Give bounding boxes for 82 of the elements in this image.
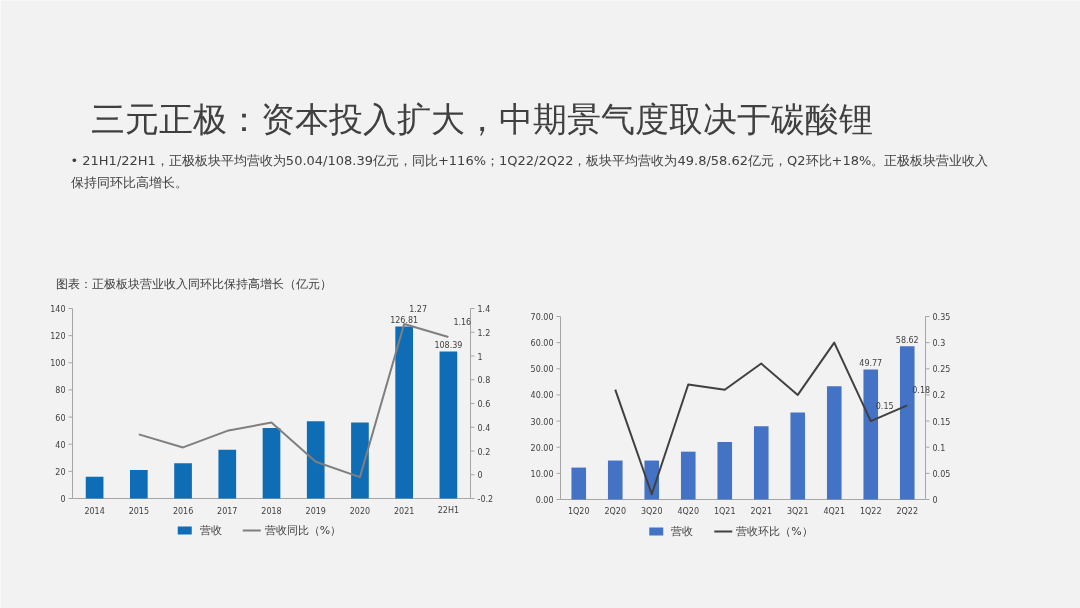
x-tick-label: 2Q22 [896,507,919,516]
y2-tick-label: 0.4 [477,423,491,433]
data-label: 58.62 [895,336,919,346]
legend-label: 营收同比（%） [264,524,342,537]
bar [262,427,281,499]
y2-tick-label: 1.2 [477,328,491,338]
x-tick-label: 2015 [128,507,150,516]
x-tick-label: 3Q21 [786,507,809,516]
y2-tick-label: 0.6 [477,400,491,409]
bar [571,467,587,500]
legend-label: 营收 [671,525,694,538]
y-tick-label: 40.00 [530,391,554,401]
x-tick-label: 1Q21 [713,507,736,516]
bar [826,386,842,500]
x-tick-label: 22H1 [437,506,460,515]
bar [129,470,148,499]
bar [174,463,192,499]
x-tick-label: 2019 [305,507,326,516]
y2-tick-label: 0 [932,496,938,505]
y-tick-label: 140 [50,305,66,314]
data-label: 49.77 [859,359,883,369]
y2-tick-label: 0.05 [932,469,951,479]
bar [306,421,325,499]
y2-tick-label: 0.2 [477,447,491,457]
line-series [614,341,909,496]
y-tick-label: 80 [55,386,66,396]
data-label: 108.39 [434,341,463,351]
bar [395,326,414,499]
y-tick-label: 60 [55,413,66,423]
legend-label: 营收环比（%） [736,525,813,538]
y2-tick-label: 0.2 [932,391,946,401]
y2-tick-label: 0 [477,471,483,481]
y-tick-label: 100 [50,359,66,369]
x-tick-label: 2018 [261,507,282,516]
x-tick-label: 4Q21 [823,507,846,516]
y-tick-label: 10.00 [530,469,554,479]
bar [680,451,696,500]
x-tick-label: 2Q20 [604,507,627,516]
legend-label: 营收 [199,524,222,537]
bar [351,422,369,499]
bar [753,426,769,500]
bar [717,441,733,500]
y2-tick-label: -0.2 [477,495,494,504]
y-tick-label: 70.00 [530,313,554,322]
y-tick-label: 50.00 [530,365,554,375]
y2-tick-label: 1 [477,352,483,362]
y2-tick-label: 0.1 [932,443,946,453]
data-label: 1.16 [453,318,472,327]
bar [218,449,237,499]
x-tick-label: 2020 [349,507,371,516]
y-tick-label: 40 [55,440,66,450]
data-label: 126.81 [390,316,419,326]
y2-tick-label: 0.35 [932,313,951,322]
y-tick-label: 20 [55,467,66,477]
text: • 21H1/22H1，正极板块平均营收为50.04/108.39亿元，同比+116%；1Q22/2Q22，板块平均营收为49.8/58.62亿元，Q2环比+18%。正极板块营业收入保持同环比高增长。 [70,153,989,190]
x-tick-label: 4Q20 [677,507,700,516]
y2-tick-label: 0.25 [932,365,951,375]
x-tick-label: 2021 [393,507,415,516]
y2-tick-label: 1.4 [477,305,491,314]
x-tick-label: 2016 [172,507,194,516]
x-tick-label: 2017 [217,507,238,516]
chart-title: 三元正极：资本投入扩大，中期景气度取决于碳酸锂 [90,98,873,139]
x-tick-label: 1Q22 [859,507,882,516]
y2-tick-label: 0.15 [932,417,951,427]
bar [85,476,104,499]
y-tick-label: 120 [50,332,66,342]
y-tick-label: 0.00 [535,496,554,505]
x-tick-label: 2Q21 [750,507,773,516]
text: 图表：正极板块营业收入同环比保持高增长（亿元） [55,276,332,291]
bar [790,412,806,500]
data-label: 1.27 [409,304,427,314]
y-tick-label: 60.00 [530,339,554,349]
bar [439,351,458,499]
y2-tick-label: 0.8 [477,376,491,386]
x-tick-label: 1Q20 [567,507,590,516]
bar [607,460,623,500]
y-tick-label: 20.00 [530,443,554,453]
y2-tick-label: 0.3 [932,339,946,349]
y-tick-label: 0 [60,495,66,504]
y-tick-label: 30.00 [530,417,554,427]
x-tick-label: 2014 [84,507,105,516]
x-tick-label: 3Q20 [640,507,663,516]
